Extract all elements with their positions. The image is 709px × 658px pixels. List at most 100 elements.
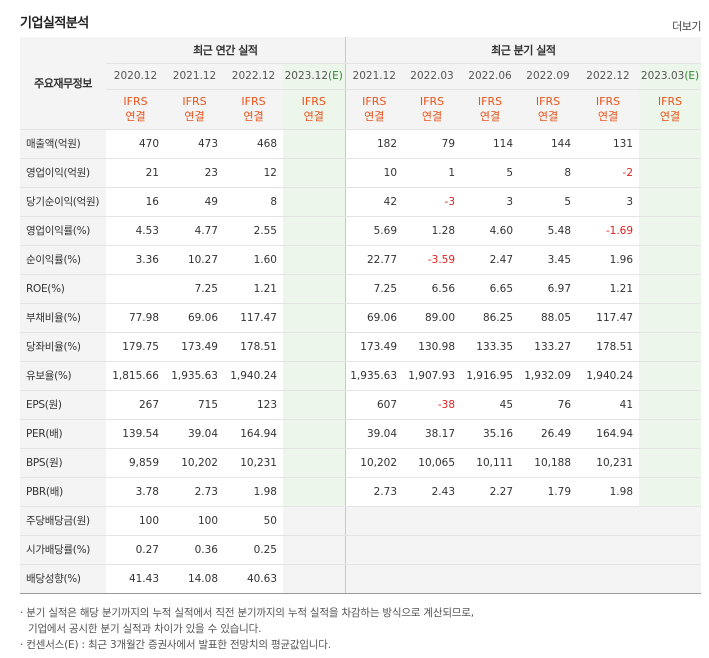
table-row: 매출액(억원) 470 473 468 182 79 114 144 131 [20, 128, 702, 159]
table-cell: 41 [577, 389, 640, 420]
table-cell: 1 [403, 158, 462, 188]
table-cell [403, 564, 462, 594]
table-cell: 139.54 [106, 419, 165, 449]
table-cell: 49 [165, 187, 224, 217]
table-cell [283, 158, 346, 188]
estimate-marker: (E) [328, 70, 343, 82]
table-cell: 89.00 [403, 302, 462, 333]
table-cell [283, 448, 346, 478]
table-cell: 2.27 [461, 477, 520, 507]
table-row: 영업이익(억원) 21 23 12 10 1 5 8 -2 [20, 158, 702, 188]
table-cell: 39.04 [345, 419, 404, 449]
table-cell: 40.63 [224, 564, 283, 594]
table-cell: 4.60 [461, 215, 520, 246]
table-cell: 131 [577, 128, 640, 159]
table-cell: -3.59 [403, 245, 462, 275]
table-row: EPS(원) 267 715 123 607 -38 45 76 41 [20, 389, 702, 420]
table-cell [639, 245, 702, 275]
table-cell: 12 [224, 158, 283, 188]
table-cell: 14.08 [165, 564, 224, 594]
row-label: 영업이익(억원) [20, 158, 106, 188]
table-cell [283, 128, 346, 159]
table-cell: -2 [577, 158, 640, 188]
table-cell [461, 505, 520, 536]
table-cell: 10,202 [165, 448, 224, 478]
table-cell: 1.98 [224, 477, 283, 507]
row-label: PBR(배) [20, 477, 106, 507]
table-cell: -3 [403, 187, 462, 217]
row-label: PER(배) [20, 419, 106, 449]
table-cell: 1,935.63 [345, 361, 404, 391]
table-cell: 1,940.24 [577, 361, 640, 391]
table-cell: 41.43 [106, 564, 165, 594]
table-cell: 39.04 [165, 419, 224, 449]
period-header: 2020.12 [106, 63, 165, 90]
table-cell: 2.73 [345, 477, 404, 507]
table-cell [639, 389, 702, 420]
table-cell: 88.05 [519, 302, 578, 333]
table-cell: 1.79 [519, 477, 578, 507]
table-cell: -1.69 [577, 215, 640, 246]
row-label: ROE(%) [20, 274, 106, 304]
more-link[interactable]: 더보기 [672, 20, 701, 33]
table-cell: 10,111 [461, 448, 520, 478]
table-cell [639, 535, 702, 565]
table-cell: 267 [106, 389, 165, 420]
ifrs-label: IFRS [595, 95, 621, 108]
table-cell: 123 [224, 389, 283, 420]
consolidated-label: 연결 [659, 110, 681, 123]
table-row: 배당성향(%) 41.43 14.08 40.63 [20, 564, 702, 594]
table-cell [577, 564, 640, 594]
table-cell: 4.77 [165, 215, 224, 246]
ifrs-label: IFRS [535, 95, 561, 108]
table-cell: 133.27 [519, 332, 578, 362]
consolidated-label: 연결 [243, 110, 264, 123]
table-cell [283, 187, 346, 217]
table-cell: 1,940.24 [224, 361, 283, 391]
period-header: 2022.09 [519, 63, 578, 90]
period-label: 2022.12 [586, 70, 630, 82]
table-cell: 1,935.63 [165, 361, 224, 391]
table-cell [639, 361, 702, 391]
ifrs-label: IFRS [182, 95, 207, 108]
table-cell: 76 [519, 389, 578, 420]
table-cell [106, 274, 165, 304]
table-cell: 5 [461, 158, 520, 188]
row-label: 유보율(%) [20, 361, 106, 391]
table-cell: 10 [345, 158, 404, 188]
ifrs-header: IFRS 연결 [345, 89, 404, 130]
table-cell: 2.73 [165, 477, 224, 507]
period-header: 2023.12(E) [283, 63, 346, 90]
consolidated-label: 연결 [597, 110, 619, 123]
table-cell: 3 [577, 187, 640, 217]
table-row: 당기순이익(억원) 16 49 8 42 -3 3 5 3 [20, 187, 702, 217]
table-cell: 77.98 [106, 302, 165, 333]
table-cell [461, 564, 520, 594]
row-label: 당좌비율(%) [20, 332, 106, 362]
table-row: 주당배당금(원) 100 100 50 [20, 505, 702, 536]
table-cell: 16 [106, 187, 165, 217]
table-cell: 164.94 [224, 419, 283, 449]
table-cell: 178.51 [224, 332, 283, 362]
period-label: 2023.03 [640, 70, 685, 82]
table-row: 순이익률(%) 3.36 10.27 1.60 22.77 -3.59 2.47 3.45 1.… [20, 245, 702, 275]
table-cell: 69.06 [165, 302, 224, 333]
section-header: 기업실적분석 더보기 [0, 0, 709, 34]
ifrs-label: IFRS [362, 95, 387, 108]
table-cell: 607 [345, 389, 404, 420]
table-cell: 6.65 [461, 274, 520, 304]
table-cell: 22.77 [345, 245, 404, 275]
table-cell: 3 [461, 187, 520, 217]
row-label: 시가배당률(%) [20, 535, 106, 565]
table-row: 부채비율(%) 77.98 69.06 117.47 69.06 89.00 86.25 88… [20, 302, 702, 333]
period-header: 2021.12 [165, 63, 224, 90]
table-cell: 5 [519, 187, 578, 217]
table-cell: 10,188 [519, 448, 578, 478]
financial-table: 주요재무정보 최근 연간 실적 최근 분기 실적 2020.12 2021.12 2… [20, 37, 702, 594]
table-cell [283, 274, 346, 304]
table-cell [639, 332, 702, 362]
table-cell: 35.16 [461, 419, 520, 449]
table-row: 시가배당률(%) 0.27 0.36 0.25 [20, 535, 702, 565]
table-bottom-border [20, 593, 701, 594]
table-cell [283, 389, 346, 420]
